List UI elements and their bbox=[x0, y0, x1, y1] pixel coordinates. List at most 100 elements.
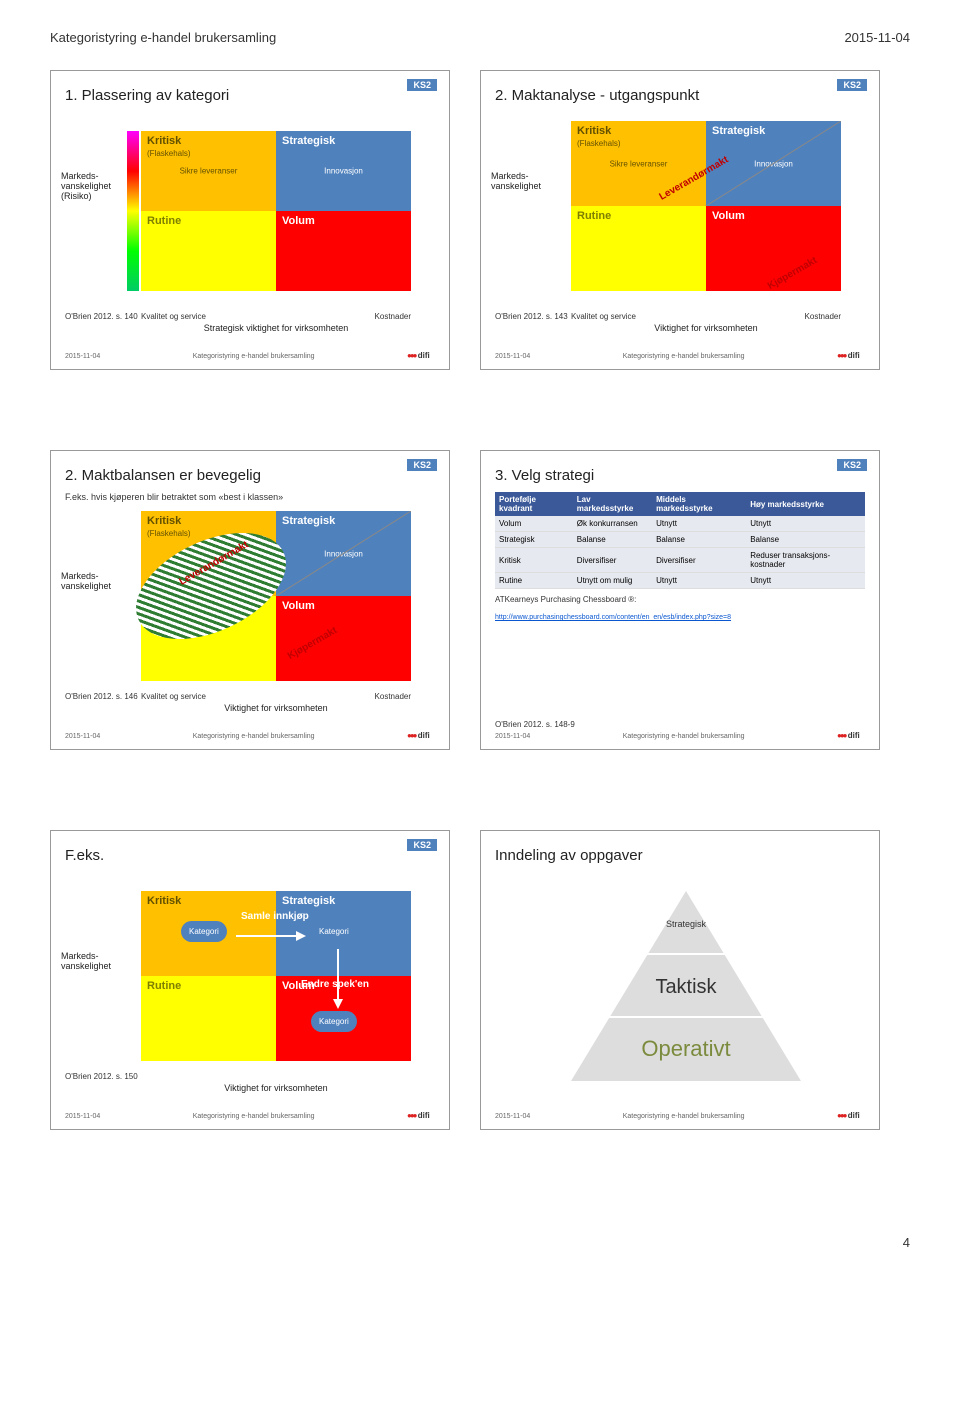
quad-volum: Volum bbox=[276, 596, 411, 681]
slide-ref: O'Brien 2012. s. 140 bbox=[65, 312, 138, 321]
td: Balanse bbox=[746, 532, 865, 548]
quad-label: Kritisk bbox=[147, 895, 270, 907]
slide-footer: 2015-11-04 Kategoristyring e-handel bruk… bbox=[65, 1111, 435, 1121]
difi-logo bbox=[407, 1111, 435, 1121]
footer-date: 2015-11-04 bbox=[65, 1113, 100, 1120]
pyramid-label-strategisk: Strategisk bbox=[571, 919, 801, 929]
slide-feks: KS2 F.eks. Markeds- vanskelighet Kritisk… bbox=[50, 830, 450, 1130]
axis-x-caption: Viktighet for virksomheten bbox=[141, 703, 411, 713]
samle-label: Samle innkjøp bbox=[241, 911, 309, 922]
axis-x-right: Kostnader bbox=[375, 312, 411, 321]
slide-plassering: KS2 1. Plassering av kategori Markeds- v… bbox=[50, 70, 450, 370]
td: Rutine bbox=[495, 573, 573, 589]
axis-y-label: Markeds- vanskelighet (Risiko) bbox=[61, 171, 121, 201]
td: Diversifiser bbox=[652, 548, 746, 573]
slide-maktbalanse: KS2 2. Maktbalansen er bevegelig F.eks. … bbox=[50, 450, 450, 750]
quad-label: Kritisk bbox=[577, 125, 700, 137]
th: Middels markedsstyrke bbox=[652, 492, 746, 516]
quad-center: Innovasjon bbox=[324, 167, 363, 176]
footer-date: 2015-11-04 bbox=[495, 733, 530, 740]
td: Diversifiser bbox=[573, 548, 652, 573]
slide-subtitle: F.eks. hvis kjøperen blir betraktet som … bbox=[65, 492, 435, 502]
kategori-pill: Kategori bbox=[181, 921, 227, 942]
kategori-pill: Kategori bbox=[311, 1011, 357, 1032]
quad-label: Rutine bbox=[147, 215, 270, 227]
quad-sub: (Flaskehals) bbox=[577, 139, 700, 148]
header-right: 2015-11-04 bbox=[844, 30, 910, 45]
strategy-table: Portefølje kvadrant Lav markedsstyrke Mi… bbox=[495, 492, 865, 589]
difi-logo bbox=[837, 1111, 865, 1121]
ks2-tag: KS2 bbox=[407, 839, 437, 851]
quad-center: Sikre leveranser bbox=[610, 159, 668, 168]
slides-row-3: KS2 F.eks. Markeds- vanskelighet Kritisk… bbox=[50, 830, 910, 1130]
pyramid-label-taktisk: Taktisk bbox=[571, 976, 801, 999]
axis-x-labels: Kvalitet og service Kostnader bbox=[141, 312, 411, 321]
axis-x-left: Kvalitet og service bbox=[141, 692, 206, 701]
quad-label: Volum bbox=[712, 210, 835, 222]
quad-kritisk: Kritisk (Flaskehals) Sikre leveranser bbox=[141, 131, 276, 211]
quad-label: Strategisk bbox=[712, 125, 835, 137]
slide-title: Inndeling av oppgaver bbox=[495, 847, 865, 864]
axis-y-label: Markeds- vanskelighet bbox=[491, 171, 551, 191]
td: Strategisk bbox=[495, 532, 573, 548]
footer-mid: Kategoristyring e-handel brukersamling bbox=[193, 353, 315, 360]
quad-sub: (Flaskehals) bbox=[147, 149, 270, 158]
footer-mid: Kategoristyring e-handel brukersamling bbox=[623, 353, 745, 360]
slide-title: 2. Maktanalyse - utgangspunkt bbox=[495, 87, 865, 104]
axis-x-caption: Viktighet for virksomheten bbox=[571, 323, 841, 333]
quad-label: Volum bbox=[282, 600, 405, 612]
td: Reduser transaksjons-kostnader bbox=[746, 548, 865, 573]
ks2-tag: KS2 bbox=[837, 459, 867, 471]
axis-x-caption: Viktighet for virksomheten bbox=[141, 1083, 411, 1093]
page-header: Kategoristyring e-handel brukersamling 2… bbox=[50, 30, 910, 45]
td: Utnytt bbox=[746, 573, 865, 589]
document-page: Kategoristyring e-handel brukersamling 2… bbox=[0, 0, 960, 1270]
kraljic-matrix: Kritisk (Flaskehals) Strategisk Innovasj… bbox=[141, 511, 411, 681]
page-number: 4 bbox=[903, 1235, 910, 1250]
pyramid-diagram: Strategisk Taktisk Operativt bbox=[571, 891, 801, 1081]
quad-kritisk: Kritisk (Flaskehals) Sikre leveranser bbox=[571, 121, 706, 206]
td: Kritisk bbox=[495, 548, 573, 573]
slide-velg-strategi: KS2 3. Velg strategi Portefølje kvadrant… bbox=[480, 450, 880, 750]
slides-row-1: KS2 1. Plassering av kategori Markeds- v… bbox=[50, 70, 910, 370]
quad-label: Kritisk bbox=[147, 515, 270, 527]
slide-footer: 2015-11-04 Kategoristyring e-handel bruk… bbox=[65, 731, 435, 741]
difi-logo bbox=[407, 731, 435, 741]
axis-x-left: Kvalitet og service bbox=[141, 312, 206, 321]
td: Utnytt bbox=[746, 516, 865, 532]
slide-inndeling: Inndeling av oppgaver Strategisk Taktisk… bbox=[480, 830, 880, 1130]
slide-ref: O'Brien 2012. s. 143 bbox=[495, 312, 568, 321]
slide-title: F.eks. bbox=[65, 847, 435, 864]
slide-title: 3. Velg strategi bbox=[495, 467, 865, 484]
arrow-icon bbox=[236, 929, 306, 943]
footer-mid: Kategoristyring e-handel brukersamling bbox=[623, 733, 745, 740]
slide-footer: 2015-11-04 Kategoristyring e-handel bruk… bbox=[495, 731, 865, 741]
axis-x-right: Kostnader bbox=[375, 692, 411, 701]
slide-footer: 2015-11-04 Kategoristyring e-handel bruk… bbox=[65, 351, 435, 361]
kraljic-matrix: Kritisk Strategisk Rutine Volum Samle in… bbox=[141, 891, 411, 1061]
ks2-tag: KS2 bbox=[407, 459, 437, 471]
quad-volum: Volum bbox=[276, 211, 411, 291]
quad-strategisk: Strategisk Innovasjon bbox=[276, 131, 411, 211]
arrow-icon bbox=[331, 949, 345, 1009]
axis-x-labels: Kvalitet og service Kostnader bbox=[571, 312, 841, 321]
quad-center: Innovasjon bbox=[324, 549, 363, 558]
footer-date: 2015-11-04 bbox=[65, 733, 100, 740]
atkearney-text: ATKearneys Purchasing Chessboard ®: bbox=[495, 595, 865, 604]
axis-x-left: Kvalitet og service bbox=[571, 312, 636, 321]
quad-label: Rutine bbox=[147, 980, 270, 992]
slide-footer: 2015-11-04 Kategoristyring e-handel bruk… bbox=[495, 1111, 865, 1121]
footer-mid: Kategoristyring e-handel brukersamling bbox=[193, 733, 315, 740]
chessboard-link[interactable]: http://www.purchasingchessboard.com/cont… bbox=[495, 614, 865, 621]
difi-logo bbox=[837, 351, 865, 361]
slide-title: 1. Plassering av kategori bbox=[65, 87, 435, 104]
quad-label: Strategisk bbox=[282, 895, 405, 907]
kraljic-matrix: Kritisk (Flaskehals) Sikre leveranser St… bbox=[141, 131, 411, 291]
samle-text: Samle innkjøp bbox=[241, 911, 309, 922]
axis-y-label: Markeds- vanskelighet bbox=[61, 951, 121, 971]
quad-label: Strategisk bbox=[282, 515, 405, 527]
quad-rutine: Rutine bbox=[141, 976, 276, 1061]
difi-logo bbox=[407, 351, 435, 361]
td: Balanse bbox=[652, 532, 746, 548]
ks2-tag: KS2 bbox=[837, 79, 867, 91]
